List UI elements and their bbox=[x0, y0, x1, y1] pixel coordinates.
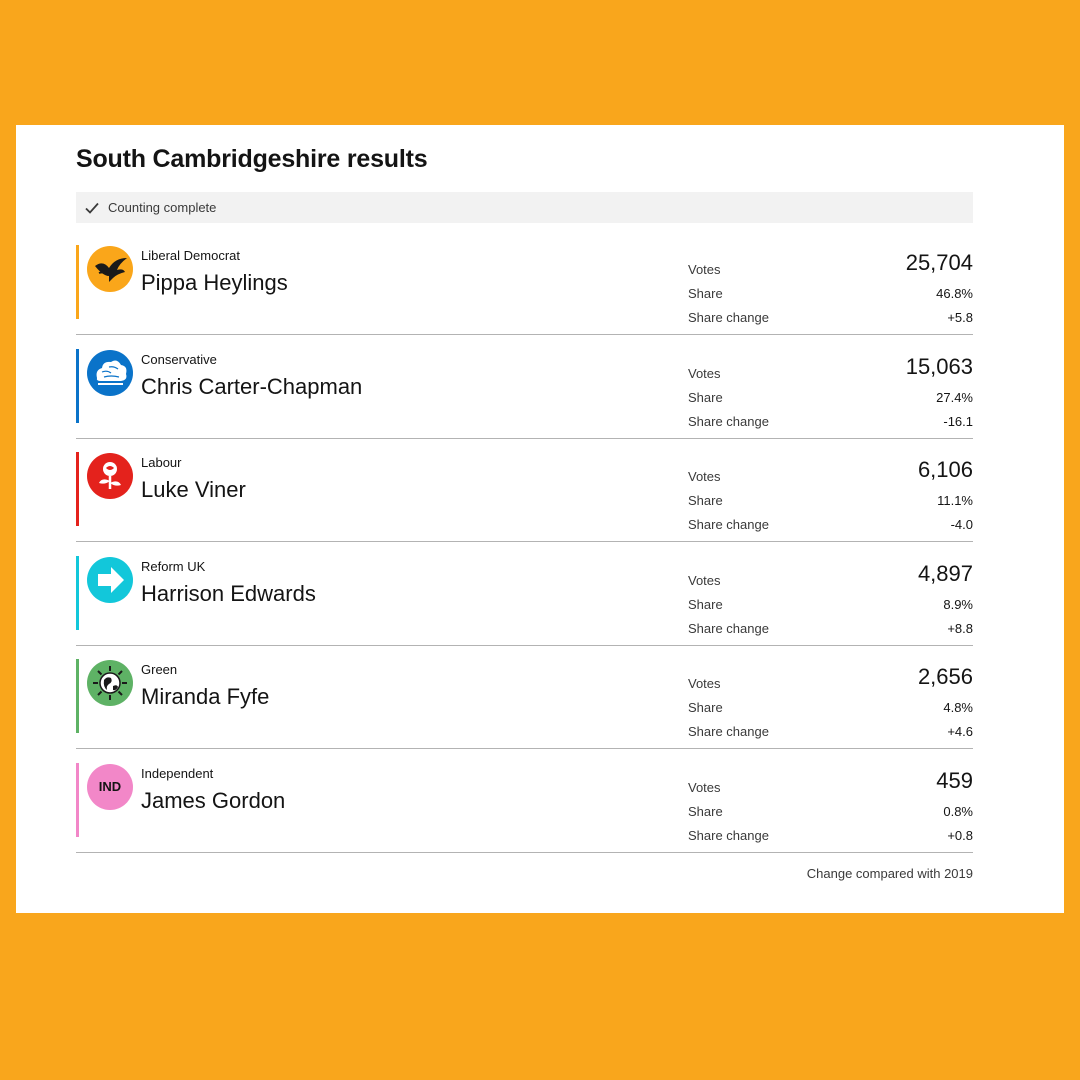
party-name: Reform UK bbox=[141, 558, 206, 574]
votes-value: 459 bbox=[936, 767, 973, 793]
row-divider bbox=[76, 644, 973, 646]
row-divider bbox=[76, 541, 973, 543]
party-color-bar bbox=[76, 245, 79, 319]
share-label: Share bbox=[688, 803, 723, 819]
candidate-name: Luke Viner bbox=[141, 477, 246, 503]
party-name: Labour bbox=[141, 455, 182, 471]
share-value: 0.8% bbox=[943, 803, 973, 819]
candidate-name: Chris Carter-Chapman bbox=[141, 373, 363, 399]
votes-value: 2,656 bbox=[917, 664, 973, 690]
conservative-tree-icon bbox=[87, 349, 133, 396]
votes-label: Votes bbox=[688, 572, 721, 588]
status-text: Counting complete bbox=[108, 200, 217, 215]
votes-label: Votes bbox=[688, 262, 721, 277]
page-title: South Cambridgeshire results bbox=[76, 145, 428, 173]
share-change-value: +0.8 bbox=[947, 827, 973, 843]
party-name: Liberal Democrat bbox=[141, 248, 240, 263]
results-list: Liberal Democrat Pippa Heylings Votes 25,… bbox=[76, 243, 973, 865]
candidate-row-labour: Labour Luke Viner Votes 6,106 Share 11.1% … bbox=[76, 450, 973, 554]
candidate-row-independent: IND Independent James Gordon Votes 459 Sh… bbox=[76, 761, 973, 865]
share-change-label: Share change bbox=[688, 310, 769, 325]
share-value: 46.8% bbox=[936, 286, 973, 301]
votes-label: Votes bbox=[688, 779, 721, 795]
votes-value: 4,897 bbox=[917, 560, 973, 586]
row-divider bbox=[76, 748, 973, 750]
share-change-label: Share change bbox=[688, 517, 769, 533]
party-color-bar bbox=[76, 452, 79, 527]
reform-arrow-icon bbox=[87, 556, 133, 603]
share-change-value: +8.8 bbox=[947, 620, 973, 636]
votes-label: Votes bbox=[688, 365, 721, 381]
party-name: Independent bbox=[141, 765, 214, 781]
share-change-value: +4.6 bbox=[947, 724, 973, 740]
candidate-name: Harrison Edwards bbox=[141, 580, 316, 606]
share-label: Share bbox=[688, 596, 723, 612]
party-color-bar bbox=[76, 348, 79, 423]
share-label: Share bbox=[688, 389, 723, 405]
share-change-value: -16.1 bbox=[943, 413, 973, 429]
share-change-value: -4.0 bbox=[950, 517, 973, 533]
votes-label: Votes bbox=[688, 676, 721, 692]
row-divider bbox=[76, 851, 973, 853]
lib-dem-bird-icon bbox=[87, 246, 133, 292]
votes-label: Votes bbox=[688, 469, 721, 485]
share-change-value: +5.8 bbox=[947, 310, 973, 325]
share-change-label: Share change bbox=[688, 827, 769, 843]
check-icon bbox=[85, 202, 99, 214]
candidate-row-reform: Reform UK Harrison Edwards Votes 4,897 Sh… bbox=[76, 554, 973, 658]
share-label: Share bbox=[688, 700, 723, 716]
share-value: 11.1% bbox=[937, 493, 973, 509]
share-change-label: Share change bbox=[688, 620, 769, 636]
candidate-name: Pippa Heylings bbox=[141, 270, 288, 295]
green-globe-icon bbox=[87, 660, 133, 707]
share-label: Share bbox=[688, 286, 723, 301]
party-color-bar bbox=[76, 659, 79, 734]
party-name: Conservative bbox=[141, 351, 217, 367]
votes-value: 25,704 bbox=[905, 250, 973, 275]
footnote: Change compared with 2019 bbox=[806, 866, 973, 881]
votes-value: 15,063 bbox=[905, 353, 973, 379]
share-value: 8.9% bbox=[943, 596, 973, 612]
party-name: Green bbox=[141, 662, 178, 678]
share-value: 4.8% bbox=[943, 700, 973, 716]
share-change-label: Share change bbox=[688, 413, 769, 429]
status-banner: Counting complete bbox=[76, 192, 973, 223]
labour-rose-icon bbox=[87, 453, 133, 500]
candidate-row-lib-dem: Liberal Democrat Pippa Heylings Votes 25,… bbox=[76, 243, 973, 347]
independent-logo-text: IND bbox=[98, 779, 122, 795]
candidate-name: James Gordon bbox=[141, 787, 286, 813]
candidate-row-conservative: Conservative Chris Carter-Chapman Votes 1… bbox=[76, 347, 973, 451]
share-label: Share bbox=[688, 493, 723, 509]
party-color-bar bbox=[76, 762, 79, 837]
candidate-name: Miranda Fyfe bbox=[141, 684, 270, 710]
votes-value: 6,106 bbox=[917, 457, 973, 483]
row-divider bbox=[76, 334, 973, 335]
results-card: South Cambridgeshire results Counting co… bbox=[16, 125, 1064, 913]
party-color-bar bbox=[76, 555, 79, 630]
independent-icon: IND bbox=[87, 763, 133, 810]
row-divider bbox=[76, 437, 973, 439]
share-change-label: Share change bbox=[688, 724, 769, 740]
share-value: 27.4% bbox=[936, 389, 973, 405]
candidate-row-green: Green Miranda Fyfe Votes 2,656 Share 4.8% … bbox=[76, 657, 973, 761]
